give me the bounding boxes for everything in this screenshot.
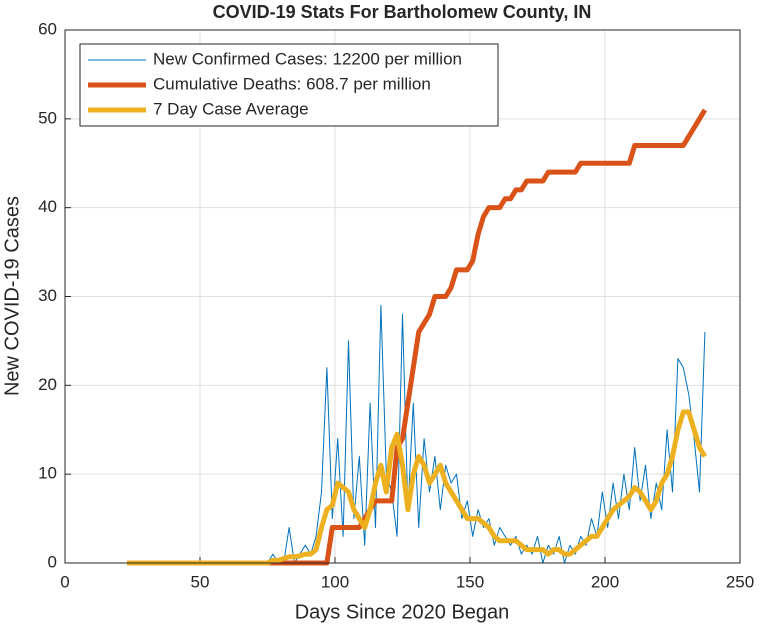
- legend-box: [79, 43, 499, 127]
- legend-label: New Confirmed Cases: 12200 per million: [153, 49, 462, 68]
- legend-label: Cumulative Deaths: 608.7 per million: [153, 74, 431, 93]
- axes-box: [64, 29, 741, 564]
- chart-title: COVID-19 Stats For Bartholomew County, I…: [213, 2, 592, 22]
- x-tick-label: 50: [191, 572, 210, 591]
- y-tick-label: 0: [48, 552, 57, 571]
- y-tick-label: 20: [38, 375, 57, 394]
- y-tick-label: 60: [38, 19, 57, 38]
- y-tick-label: 10: [38, 464, 57, 483]
- x-tick-label: 250: [726, 572, 754, 591]
- x-tick-label: 100: [321, 572, 349, 591]
- x-tick-label: 150: [456, 572, 484, 591]
- x-axis-label: Days Since 2020 Began: [295, 601, 510, 623]
- legend-label: 7 Day Case Average: [153, 99, 309, 118]
- x-tick-label: 200: [591, 572, 619, 591]
- y-tick-label: 50: [38, 108, 57, 127]
- legend: New Confirmed Cases: 12200 per million Cu…: [79, 43, 499, 127]
- y-tick-label: 30: [38, 286, 57, 305]
- y-axis-label: New COVID-19 Cases: [1, 196, 23, 396]
- x-tick-label: 0: [60, 572, 69, 591]
- y-tick-label: 40: [38, 197, 57, 216]
